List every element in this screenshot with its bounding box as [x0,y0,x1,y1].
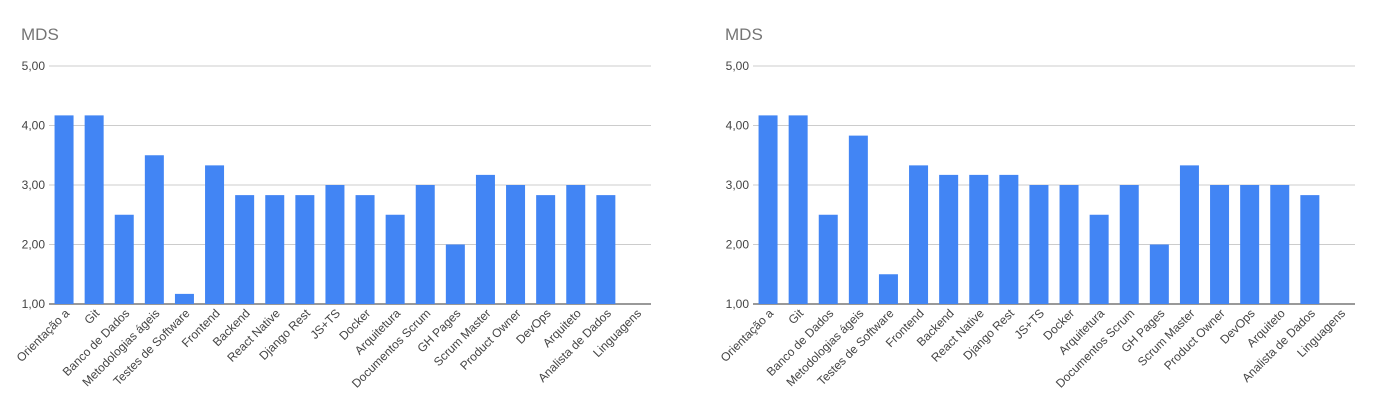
y-tick-label: 4,00 [726,119,750,133]
gridlines [49,65,651,305]
mds-bar-chart-left: MDS 1,00 2,00 3,00 4,00 5,00 Orientação a Git… [14,25,651,391]
bar [939,174,959,304]
bar [415,185,435,304]
bar [295,195,315,304]
bar [1089,214,1109,304]
x-category-label: Orientação a [718,306,777,365]
bar [1179,165,1199,304]
bar [1149,244,1169,304]
bar [909,165,929,304]
bar [265,195,285,304]
y-axis-ticks: 1,00 2,00 3,00 4,00 5,00 [22,59,46,311]
bar [999,174,1019,304]
y-tick-label: 3,00 [726,178,750,192]
bar [1029,185,1049,304]
chart-title: MDS [21,25,59,44]
bar [114,214,134,304]
x-category-label: Orientação a [14,306,73,365]
bar [54,115,74,304]
y-tick-label: 5,00 [726,59,750,73]
bar [758,115,778,304]
bar [445,244,465,304]
y-tick-label: 2,00 [22,238,46,252]
bar [1270,185,1290,304]
y-tick-label: 3,00 [22,178,46,192]
x-category-label: JS+TS [307,306,343,342]
bar [1059,185,1079,304]
bars [758,115,1320,304]
bar [818,214,838,304]
bar [878,274,898,304]
bar [355,195,375,304]
bar [1119,185,1139,304]
y-tick-label: 5,00 [22,59,46,73]
y-tick-label: 2,00 [726,238,750,252]
bar [84,115,104,304]
bar [325,185,345,304]
chart-title: MDS [725,25,763,44]
bar [385,214,405,304]
gridlines [753,65,1355,305]
x-category-label: Git [786,306,807,327]
bar [1300,195,1320,304]
bar [475,174,495,304]
bar [536,195,556,304]
y-axis-ticks: 1,00 2,00 3,00 4,00 5,00 [726,59,750,311]
y-tick-label: 1,00 [726,297,750,311]
bar [1210,185,1230,304]
bar [205,165,225,304]
bar [506,185,526,304]
bar [144,155,164,304]
bar [174,293,194,304]
bar [1240,185,1260,304]
x-category-label: Git [82,306,103,327]
x-category-label: JS+TS [1011,306,1047,342]
mds-bar-chart-right: MDS 1,00 2,00 3,00 4,00 5,00 Orientação a Git… [718,25,1355,391]
bar [235,195,255,304]
y-tick-label: 1,00 [22,297,46,311]
bar [566,185,586,304]
bar [848,135,868,304]
bar [788,115,808,304]
bar [969,174,989,304]
y-tick-label: 4,00 [22,119,46,133]
bar [596,195,616,304]
bars [54,115,616,304]
